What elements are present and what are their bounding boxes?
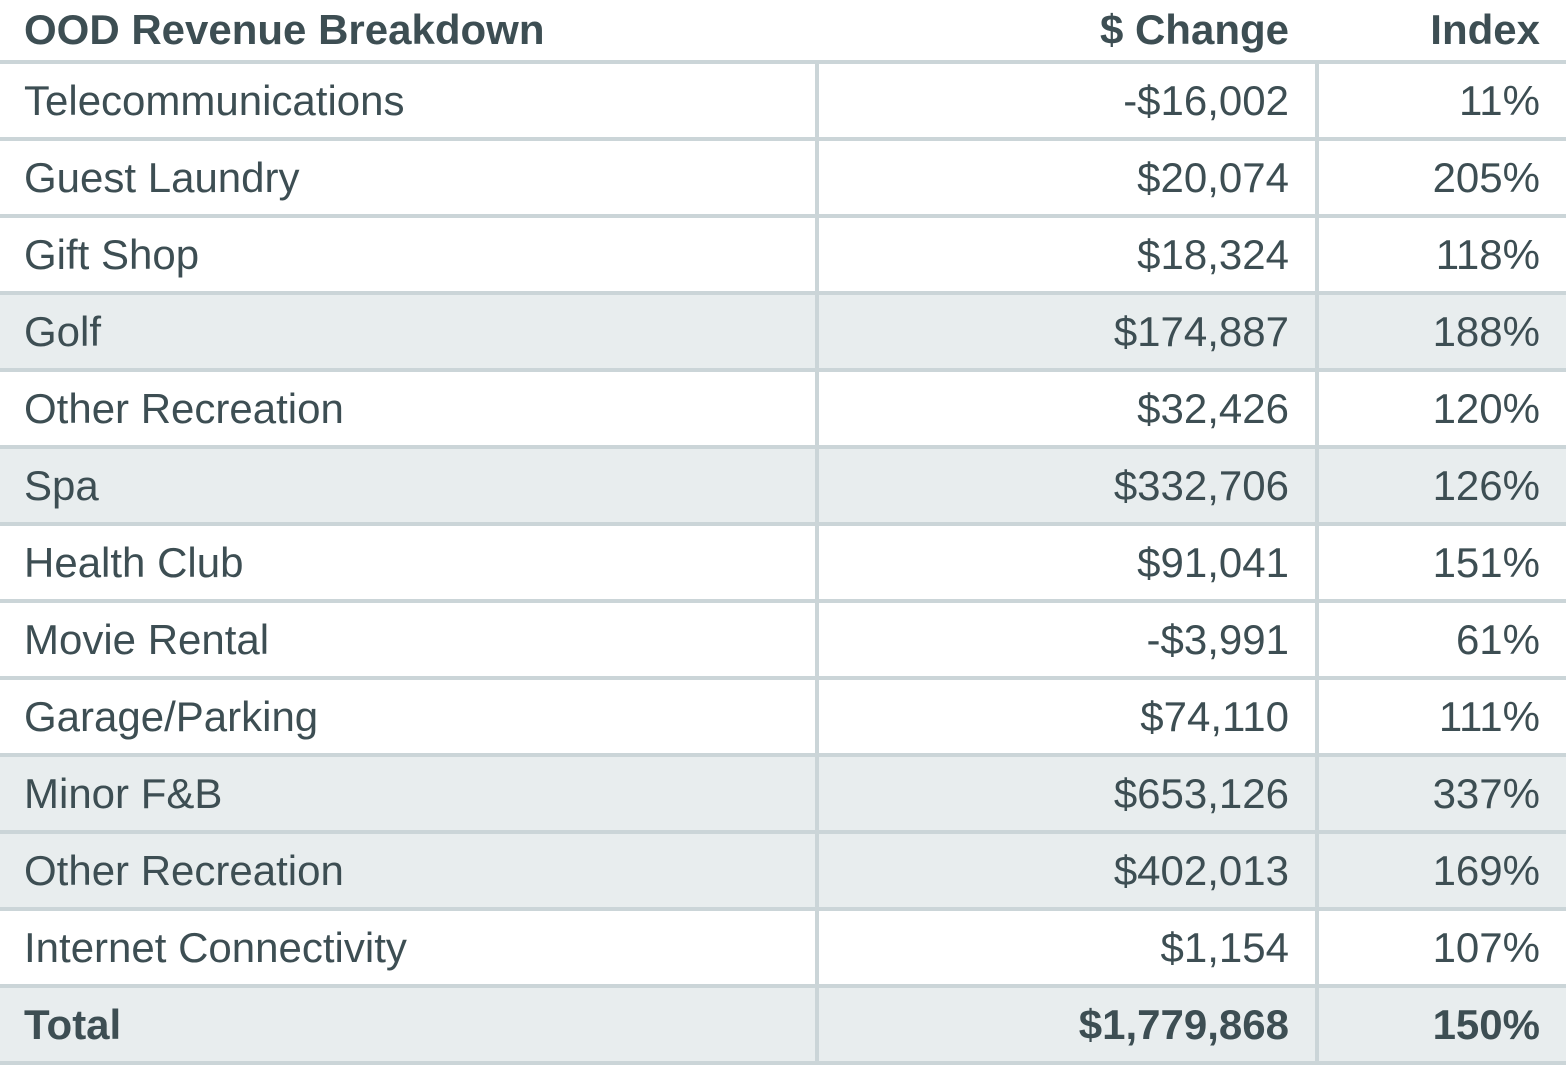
cell-dollar-change: $18,324: [815, 218, 1315, 295]
cell-index: 126%: [1315, 449, 1566, 526]
table-row: Telecommunications -$16,002 11%: [0, 64, 1566, 141]
table-row: Spa $332,706 126%: [0, 449, 1566, 526]
table-header-row: OOD Revenue Breakdown $ Change Index: [0, 0, 1566, 64]
cell-index: 188%: [1315, 295, 1566, 372]
cell-index: 107%: [1315, 911, 1566, 988]
cell-category: Guest Laundry: [0, 141, 815, 218]
cell-index: 205%: [1315, 141, 1566, 218]
cell-index: 11%: [1315, 64, 1566, 141]
table-row: Golf $174,887 188%: [0, 295, 1566, 372]
cell-dollar-change: $402,013: [815, 834, 1315, 911]
cell-category: Spa: [0, 449, 815, 526]
table-row: Minor F&B $653,126 337%: [0, 757, 1566, 834]
table-row: Guest Laundry $20,074 205%: [0, 141, 1566, 218]
cell-dollar-change: $32,426: [815, 372, 1315, 449]
column-header-category: OOD Revenue Breakdown: [0, 0, 815, 64]
cell-dollar-change: $1,779,868: [815, 988, 1315, 1065]
table-row: Health Club $91,041 151%: [0, 526, 1566, 603]
column-header-dollar-change: $ Change: [815, 0, 1315, 64]
cell-dollar-change: $91,041: [815, 526, 1315, 603]
cell-category: Internet Connectivity: [0, 911, 815, 988]
cell-index: 111%: [1315, 680, 1566, 757]
table-body: Telecommunications -$16,002 11% Guest La…: [0, 64, 1566, 1065]
cell-category: Total: [0, 988, 815, 1065]
cell-dollar-change: $74,110: [815, 680, 1315, 757]
table-row: Total $1,779,868 150%: [0, 988, 1566, 1065]
cell-index: 118%: [1315, 218, 1566, 295]
cell-index: 151%: [1315, 526, 1566, 603]
cell-category: Other Recreation: [0, 372, 815, 449]
table-row: Movie Rental -$3,991 61%: [0, 603, 1566, 680]
table-row: Garage/Parking $74,110 111%: [0, 680, 1566, 757]
cell-dollar-change: $653,126: [815, 757, 1315, 834]
cell-index: 169%: [1315, 834, 1566, 911]
cell-category: Movie Rental: [0, 603, 815, 680]
cell-dollar-change: -$3,991: [815, 603, 1315, 680]
cell-dollar-change: $332,706: [815, 449, 1315, 526]
cell-category: Minor F&B: [0, 757, 815, 834]
cell-category: Golf: [0, 295, 815, 372]
cell-index: 61%: [1315, 603, 1566, 680]
cell-dollar-change: $1,154: [815, 911, 1315, 988]
table-row: Other Recreation $32,426 120%: [0, 372, 1566, 449]
cell-dollar-change: $20,074: [815, 141, 1315, 218]
cell-index: 150%: [1315, 988, 1566, 1065]
table-row: Other Recreation $402,013 169%: [0, 834, 1566, 911]
cell-category: Other Recreation: [0, 834, 815, 911]
table-row: Internet Connectivity $1,154 107%: [0, 911, 1566, 988]
cell-category: Garage/Parking: [0, 680, 815, 757]
cell-dollar-change: -$16,002: [815, 64, 1315, 141]
cell-category: Health Club: [0, 526, 815, 603]
cell-index: 337%: [1315, 757, 1566, 834]
column-header-index: Index: [1315, 0, 1566, 64]
cell-index: 120%: [1315, 372, 1566, 449]
cell-category: Telecommunications: [0, 64, 815, 141]
cell-category: Gift Shop: [0, 218, 815, 295]
table-row: Gift Shop $18,324 118%: [0, 218, 1566, 295]
cell-dollar-change: $174,887: [815, 295, 1315, 372]
